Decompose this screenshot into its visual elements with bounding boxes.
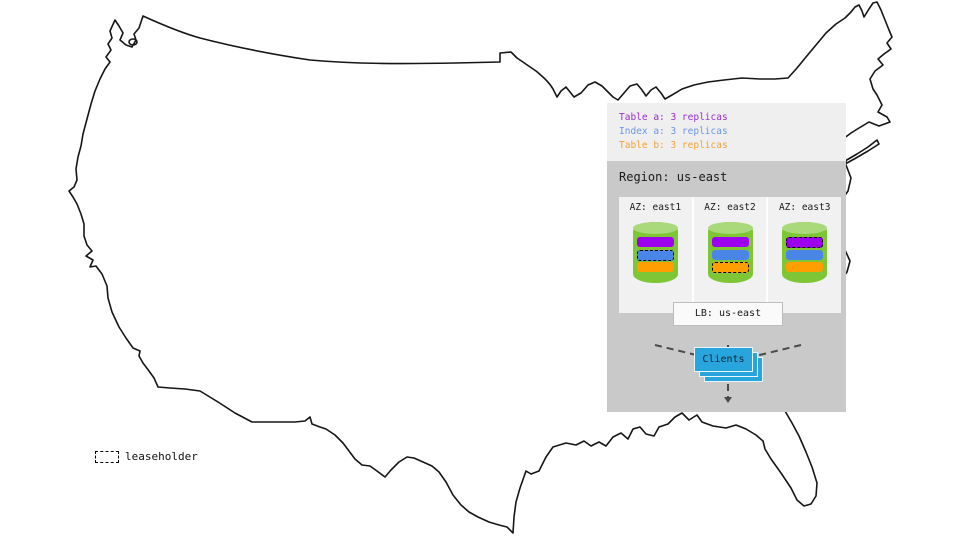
az-label: AZ: east1 xyxy=(629,202,682,213)
az-label: AZ: east3 xyxy=(778,202,831,213)
replica-bar-table-a xyxy=(636,237,674,247)
load-balancer-box: LB: us-east xyxy=(673,302,783,326)
replica-bar-index-a xyxy=(711,250,749,260)
legend-item-table-a: Table a: 3 replicas xyxy=(619,112,728,123)
replica-bar-index-a xyxy=(786,250,824,260)
region-box: Region: us-east AZ: east1 AZ: east2 xyxy=(607,161,846,412)
replica-bar-table-b xyxy=(786,262,824,272)
database-cylinder xyxy=(632,222,678,283)
region-label: Region: us-east xyxy=(619,170,728,184)
replica-bar-index-a xyxy=(636,250,674,261)
replica-bar-table-b xyxy=(711,262,749,273)
clients-stack: Clients xyxy=(694,347,764,383)
replica-bar-table-b xyxy=(636,262,674,272)
arrowhead-clients xyxy=(724,397,732,403)
legend-item-index-a: Index a: 3 replicas xyxy=(619,126,728,137)
leaseholder-label: leaseholder xyxy=(125,450,198,463)
replica-bar-table-a xyxy=(786,237,824,248)
az-container: AZ: east1 AZ: east2 AZ xyxy=(619,197,842,313)
architecture-panel: Table a: 3 replicas Index a: 3 replicas … xyxy=(607,103,846,412)
replica-bar-table-a xyxy=(711,237,749,247)
database-cylinder xyxy=(782,222,828,283)
clients-box: Clients xyxy=(694,347,753,372)
az-box-east1: AZ: east1 xyxy=(619,197,692,313)
az-box-east3: AZ: east3 xyxy=(768,197,842,313)
az-label: AZ: east2 xyxy=(704,202,756,213)
legend-item-table-b: Table b: 3 replicas xyxy=(619,140,728,151)
az-box-east2: AZ: east2 xyxy=(693,197,767,313)
replica-legend: Table a: 3 replicas Index a: 3 replicas … xyxy=(607,103,846,161)
database-cylinder xyxy=(707,222,753,283)
leaseholder-swatch xyxy=(95,451,119,463)
